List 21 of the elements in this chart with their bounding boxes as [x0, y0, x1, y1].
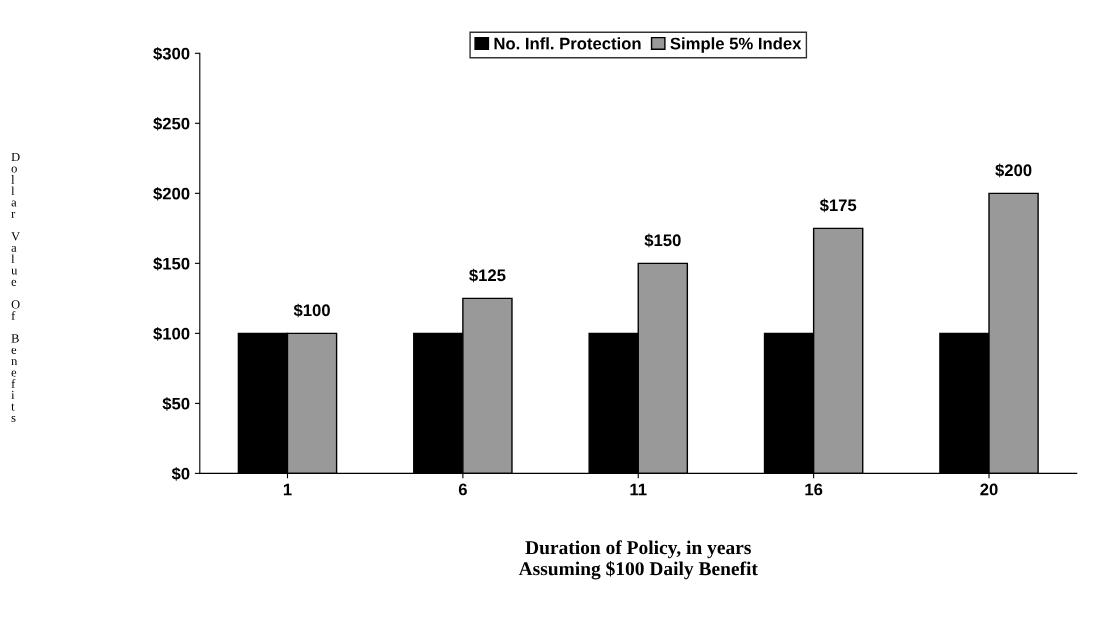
data-label: $200: [995, 163, 1032, 178]
data-label: $100: [293, 303, 330, 318]
y-tick-label: $50: [162, 397, 190, 411]
data-label: $175: [819, 198, 857, 213]
y-tick-label: $150: [153, 257, 190, 271]
legend-label: Simple 5% Index: [670, 37, 802, 53]
y-tick-label: $200: [153, 186, 190, 201]
x-tick-label: 1: [283, 483, 292, 496]
x-tick-label: 6: [458, 483, 467, 496]
data-label: $125: [469, 268, 506, 283]
x-axis-title: Duration of Policy, in years Assuming $100 Daily Benefit: [518, 540, 758, 580]
x-tick-label: 11: [630, 483, 647, 496]
y-tick-label: $300: [153, 46, 190, 61]
y-tick-label: $250: [153, 116, 190, 131]
y-tick-label: $0: [171, 467, 190, 481]
text: Dollar Value Of Benefits: [11, 152, 20, 422]
x-tick-label: 20: [980, 483, 998, 496]
y-tick-label: $100: [153, 327, 190, 341]
x-tick-label: 16: [805, 483, 823, 496]
legend-label: No. Infl. Protection: [494, 37, 641, 50]
data-label: $150: [644, 233, 681, 248]
